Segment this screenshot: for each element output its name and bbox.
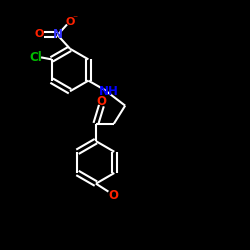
Text: O: O: [96, 95, 106, 108]
Text: NH: NH: [98, 86, 118, 98]
Text: N: N: [52, 28, 62, 42]
Text: O: O: [34, 30, 44, 40]
Text: O: O: [65, 18, 75, 28]
Text: Cl: Cl: [30, 51, 42, 64]
Text: O: O: [108, 189, 118, 202]
Text: ⁻: ⁻: [72, 14, 78, 24]
